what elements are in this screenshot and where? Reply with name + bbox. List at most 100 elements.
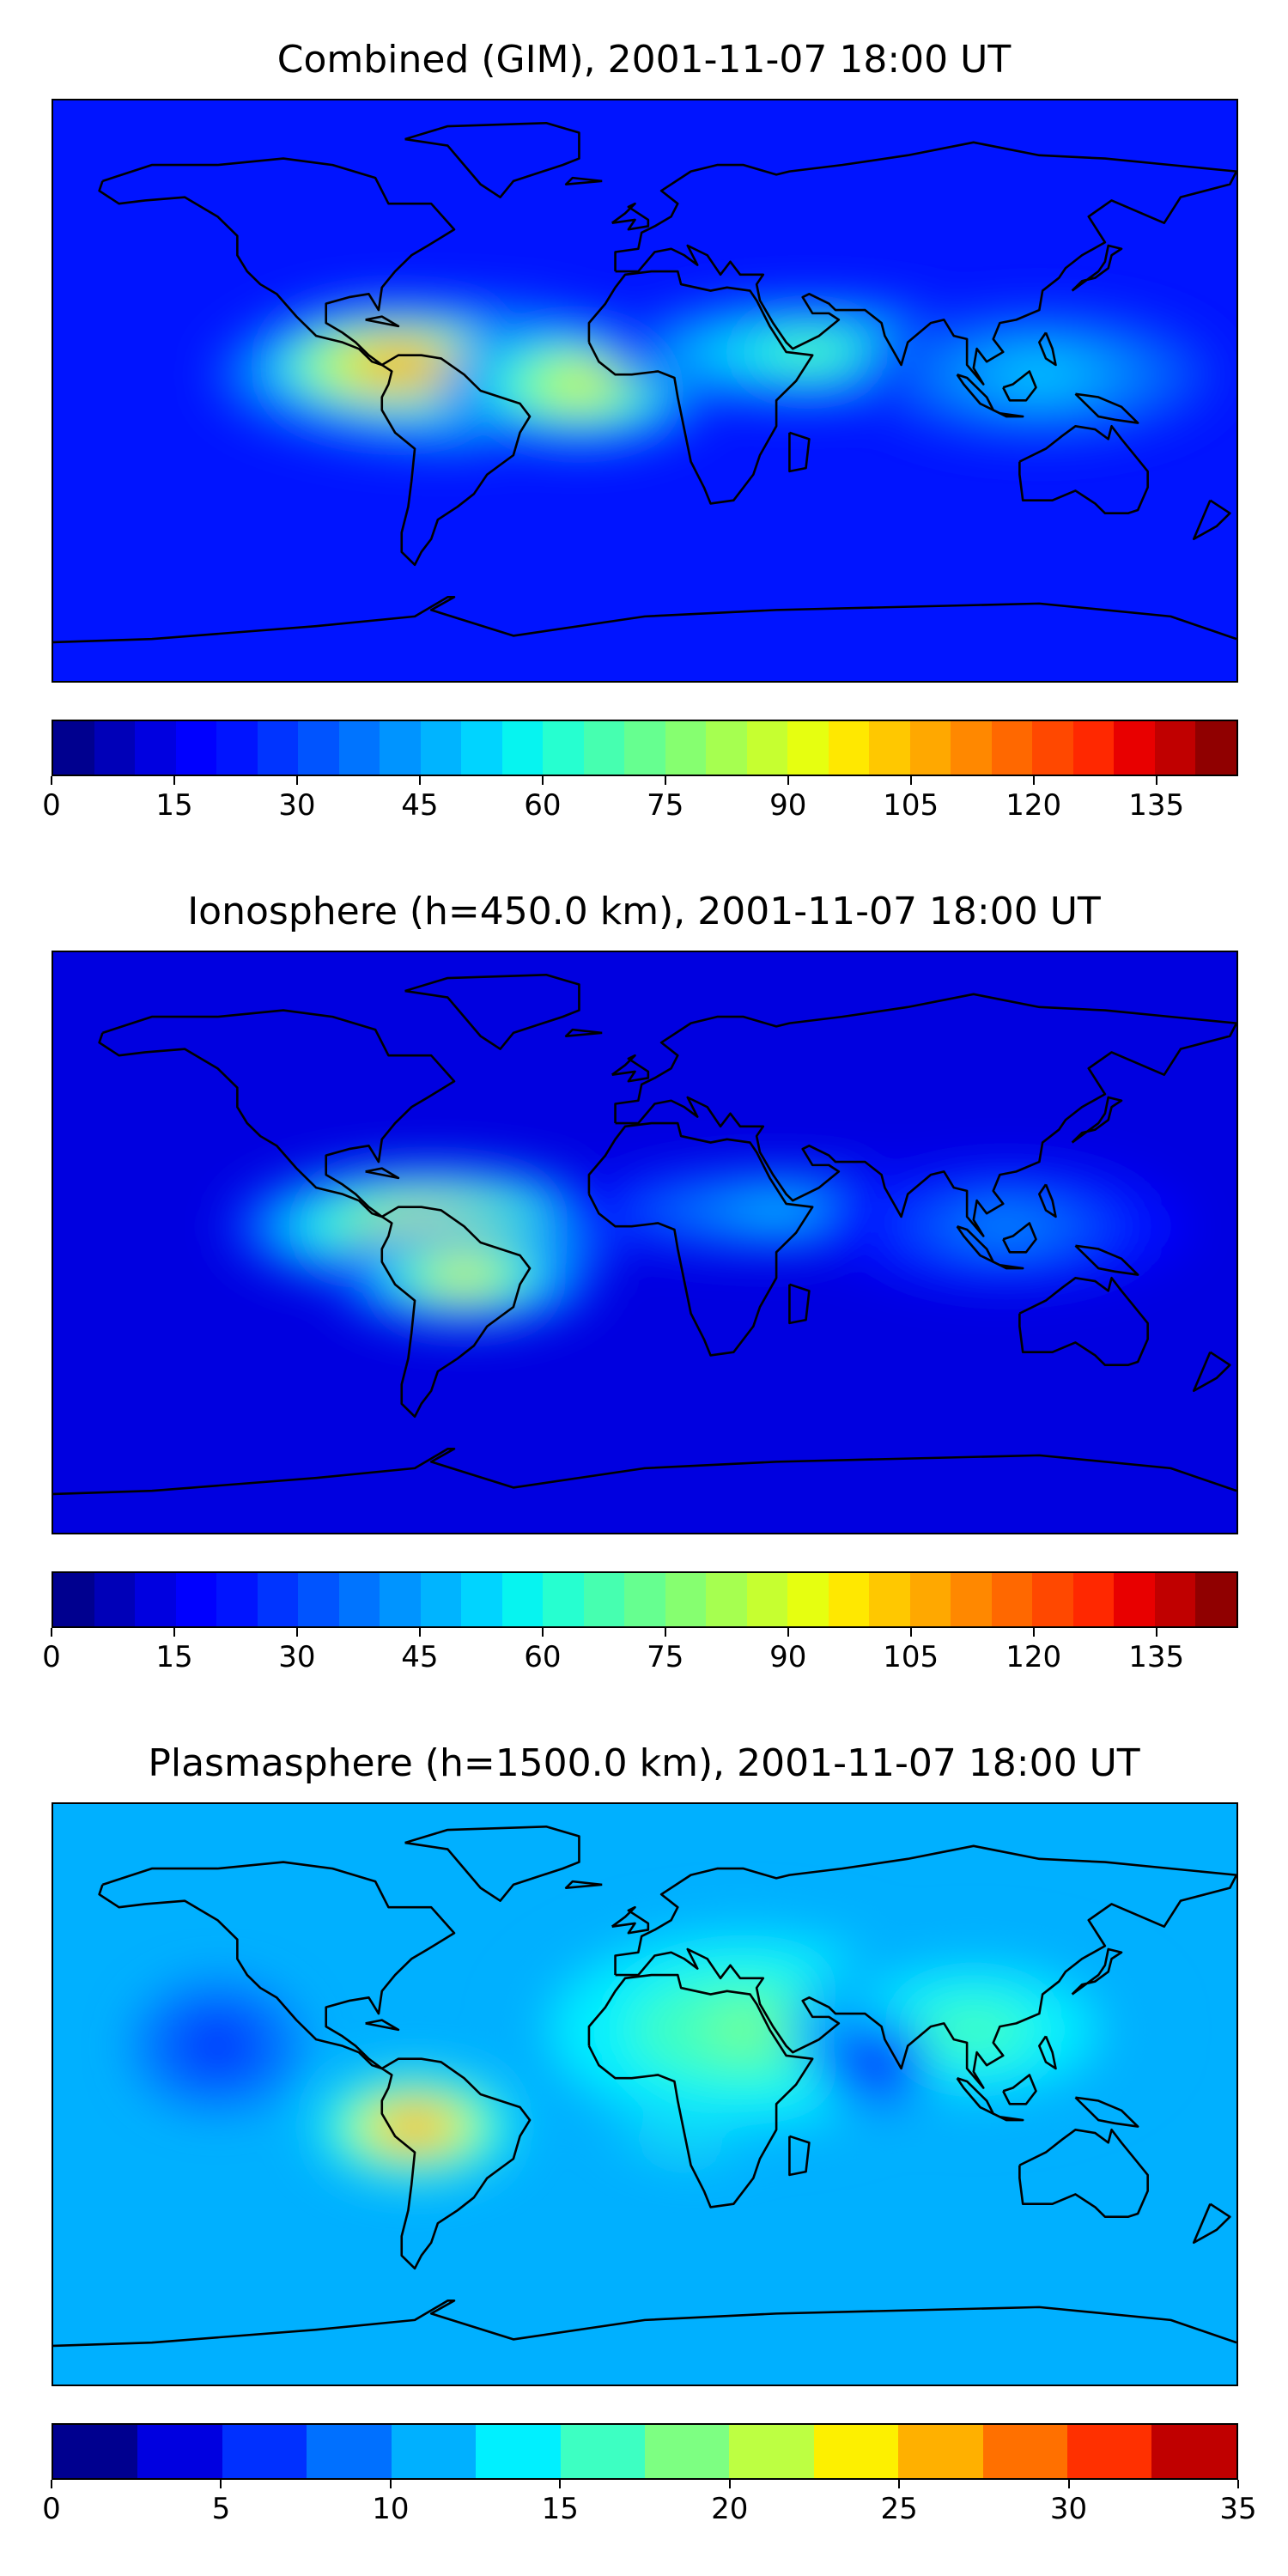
coastline-0 — [98, 1861, 456, 2070]
panel-2-colorbar-ticks: 0 15 30 45 60 75 90 105 120 135 — [42, 1628, 1238, 1674]
colorbar-segment — [828, 721, 870, 775]
colorbar-segment — [94, 721, 136, 775]
colorbar-tick — [909, 1628, 912, 1637]
coastline-0 — [98, 1009, 456, 1218]
colorbar-segment — [53, 1573, 94, 1626]
colorbar-segment — [991, 1573, 1033, 1626]
hotspot-3-level-5 — [975, 1215, 1037, 1237]
coastline-15 — [1192, 2202, 1231, 2245]
colorbar-segment — [135, 721, 176, 775]
hotspot-5-level-5 — [204, 2035, 232, 2057]
coastline-3 — [614, 1844, 1236, 2089]
coastline-16 — [1038, 1183, 1057, 1218]
colorbar-tick-label: 120 — [1005, 1640, 1062, 1674]
colorbar-tick — [909, 776, 912, 785]
colorbar-tick — [51, 776, 52, 785]
colorbar-segment — [53, 721, 94, 775]
colorbar-tick — [1155, 1628, 1157, 1637]
colorbar-tick-label: 135 — [1128, 788, 1185, 823]
colorbar-segment — [787, 1573, 829, 1626]
colorbar-tick — [559, 2480, 562, 2488]
coastline-16 — [1038, 2035, 1057, 2070]
colorbar-segment — [746, 1573, 788, 1626]
hotspot-3-level-5 — [943, 2014, 1005, 2045]
colorbar-segment — [543, 1573, 584, 1626]
colorbar-segment — [729, 2425, 814, 2478]
colorbar-tick — [1067, 2480, 1070, 2488]
colorbar-segment — [898, 2425, 983, 2478]
colorbar-tick — [51, 1628, 52, 1637]
coastline-13 — [788, 2135, 811, 2177]
colorbar-segment — [380, 1573, 421, 1626]
coastline-7 — [611, 1905, 650, 1935]
coastline-13 — [788, 1283, 811, 1325]
colorbar-segment — [338, 721, 380, 775]
colorbar-segment — [338, 1573, 380, 1626]
colorbar-tick — [173, 1628, 175, 1637]
colorbar-tick-label: 135 — [1128, 1640, 1185, 1674]
map-svg — [53, 1804, 1236, 2385]
coastline-8 — [1071, 1096, 1123, 1144]
coastline-1 — [380, 1206, 532, 1419]
coastline-8 — [1071, 1947, 1123, 1996]
panel-1-colorbar-ticks: 0 15 30 45 60 75 90 105 120 135 — [42, 776, 1238, 823]
coastline-6 — [404, 1825, 580, 1902]
colorbar-segment — [257, 721, 299, 775]
colorbar-tick-label: 15 — [155, 788, 193, 823]
colorbar-segment — [420, 721, 462, 775]
coastline-10 — [992, 409, 1024, 418]
colorbar-tick — [787, 1628, 789, 1637]
hotspot-4-level-5 — [1008, 363, 1071, 386]
colorbar-tick-label: 60 — [524, 788, 562, 823]
colorbar-segment — [909, 721, 951, 775]
coastline-11 — [1002, 2074, 1037, 2105]
hotspot-2-level-5 — [738, 1202, 815, 1218]
colorbar-segment — [828, 1573, 870, 1626]
colorbar-segment — [476, 2425, 561, 2478]
colorbar-tick-label: 90 — [769, 788, 807, 823]
colorbar-tick — [1237, 2480, 1239, 2488]
colorbar-segment — [298, 721, 339, 775]
colorbar-segment — [461, 1573, 502, 1626]
colorbar-segment — [665, 721, 707, 775]
colorbar-segment — [746, 721, 788, 775]
colorbar-segment — [1195, 1573, 1236, 1626]
coastline-14 — [365, 1167, 400, 1180]
coastline-4 — [1018, 2129, 1149, 2219]
coastline-5 — [53, 596, 1236, 644]
colorbar-segment — [869, 1573, 910, 1626]
colorbar-segment — [1114, 1573, 1155, 1626]
coastline-10 — [992, 1261, 1024, 1270]
colorbar-tick-label: 45 — [401, 788, 439, 823]
colorbar-segment — [391, 2425, 477, 2478]
colorbar-tick — [787, 776, 789, 785]
coastline-12 — [1074, 2096, 1139, 2128]
colorbar-tick — [295, 776, 298, 785]
colorbar-segment — [583, 721, 625, 775]
colorbar-tick-label: 30 — [1049, 2492, 1088, 2526]
colorbar-tick-label: 45 — [401, 1640, 439, 1674]
coastline-0 — [98, 157, 456, 367]
coastline-16 — [1038, 331, 1057, 367]
colorbar-tick-label: 75 — [647, 1640, 684, 1674]
colorbar-tick — [220, 2480, 222, 2488]
coastline-8 — [1071, 244, 1123, 292]
colorbar-tick — [1032, 1628, 1035, 1637]
colorbar-segment — [1151, 2425, 1236, 2478]
colorbar-segment — [175, 721, 217, 775]
colorbar-tick-label: 105 — [883, 788, 939, 823]
colorbar-segment — [706, 1573, 747, 1626]
colorbar-tick-label: 0 — [42, 788, 61, 823]
hotspot-2-level-5 — [556, 374, 603, 395]
coastline-12 — [1074, 1244, 1139, 1276]
colorbar-segment — [787, 721, 829, 775]
colorbar-tick — [898, 2480, 901, 2488]
coastline-6 — [404, 121, 580, 198]
colorbar-tick-label: 105 — [883, 1640, 939, 1674]
colorbar-tick — [295, 1628, 298, 1637]
coastline-10 — [992, 2112, 1024, 2122]
colorbar-segment — [624, 721, 665, 775]
colorbar-tick — [418, 1628, 421, 1637]
coastline-1 — [380, 2057, 532, 2270]
coastline-15 — [1192, 499, 1231, 541]
